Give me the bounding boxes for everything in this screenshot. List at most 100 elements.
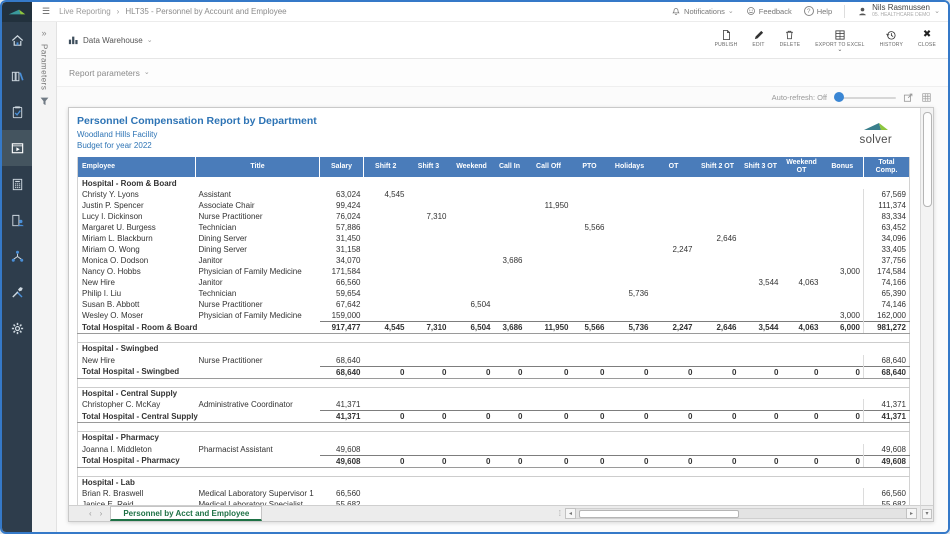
employee-row: Nancy O. HobbsPhysician of Family Medici… bbox=[78, 266, 910, 277]
value-cell bbox=[740, 222, 782, 233]
value-cell: 0 bbox=[526, 455, 572, 467]
row-label-cell: Christy Y. Lyons bbox=[78, 189, 196, 200]
value-cell bbox=[822, 200, 864, 211]
report-parameters-row: Report parameters ⌄ bbox=[57, 59, 948, 87]
value-cell bbox=[696, 277, 740, 288]
sidebar-item-documents[interactable] bbox=[2, 202, 32, 238]
value-cell bbox=[740, 266, 782, 277]
value-cell bbox=[450, 277, 494, 288]
value-cell bbox=[526, 244, 572, 255]
group-total-row: Total Hospital - Swingbed68,640000000000… bbox=[78, 366, 910, 378]
history-button[interactable]: HISTORY bbox=[880, 29, 903, 48]
sidebar-item-library[interactable] bbox=[2, 58, 32, 94]
tab-scroll-left-icon[interactable]: ‹ bbox=[89, 509, 92, 518]
report-table: EmployeeTitleSalaryShift 2Shift 3Weekend… bbox=[77, 157, 910, 505]
sidebar-item-settings[interactable] bbox=[2, 310, 32, 346]
value-cell: 0 bbox=[740, 366, 782, 378]
value-cell: 0 bbox=[782, 455, 822, 467]
group-name: Hospital - Swingbed bbox=[78, 343, 910, 355]
value-cell bbox=[196, 322, 320, 334]
value-cell: 0 bbox=[450, 411, 494, 423]
expand-panel-icon[interactable]: » bbox=[41, 28, 46, 38]
value-cell bbox=[364, 288, 408, 299]
value-cell bbox=[494, 211, 526, 222]
employee-row: Wesley O. MoserPhysician of Family Medic… bbox=[78, 310, 910, 322]
slider-knob[interactable] bbox=[834, 92, 844, 102]
group-gap-row bbox=[78, 423, 910, 432]
tab-bar-spacer bbox=[262, 506, 554, 521]
scroll-down-button[interactable]: ▾ bbox=[922, 509, 932, 519]
report-canvas: Personnel Compensation Report by Departm… bbox=[69, 108, 920, 505]
popout-icon[interactable] bbox=[903, 92, 914, 103]
sidebar-item-live-reporting[interactable] bbox=[2, 130, 32, 166]
sheet-tab[interactable]: Personnel by Acct and Employee bbox=[110, 506, 262, 521]
value-cell bbox=[652, 222, 696, 233]
value-cell bbox=[364, 222, 408, 233]
row-label-cell: Margaret U. Burgess bbox=[78, 222, 196, 233]
value-cell bbox=[408, 244, 450, 255]
value-cell bbox=[696, 266, 740, 277]
menu-icon[interactable]: ☰ bbox=[42, 6, 50, 17]
edit-button[interactable]: EDIT bbox=[752, 29, 764, 48]
user-menu[interactable]: Nils Rasmussen 05. Healthcare Demo ⌄ bbox=[857, 4, 940, 18]
employee-row: Miriam L. BlackburnDining Server31,4502,… bbox=[78, 233, 910, 244]
sidebar-item-tasks[interactable] bbox=[2, 94, 32, 130]
feedback-button[interactable]: Feedback bbox=[746, 6, 792, 16]
value-cell bbox=[494, 288, 526, 299]
auto-refresh-slider[interactable] bbox=[834, 93, 896, 101]
vertical-scrollbar[interactable] bbox=[920, 108, 933, 505]
group-name: Hospital - Room & Board bbox=[78, 177, 910, 189]
filter-icon[interactable] bbox=[39, 96, 50, 107]
horizontal-scrollbar-track[interactable] bbox=[576, 508, 906, 519]
value-cell: 67,642 bbox=[320, 299, 364, 310]
clipboard-check-icon bbox=[10, 105, 25, 120]
report-subtitle-budget: Budget for year 2022 bbox=[77, 141, 920, 150]
column-header: Shift 3 OT bbox=[740, 157, 782, 177]
value-cell: 0 bbox=[608, 411, 652, 423]
value-cell: 2,646 bbox=[696, 233, 740, 244]
value-cell: Technician bbox=[196, 288, 320, 299]
value-cell: Janitor bbox=[196, 277, 320, 288]
horizontal-scrollbar-thumb[interactable] bbox=[579, 510, 739, 518]
sidebar-item-workflow[interactable] bbox=[2, 238, 32, 274]
value-cell bbox=[782, 189, 822, 200]
value-cell bbox=[822, 222, 864, 233]
value-cell: 65,390 bbox=[864, 288, 910, 299]
splitter-handle-icon[interactable]: ⁞ bbox=[555, 509, 565, 518]
sidebar-item-budgeting[interactable] bbox=[2, 166, 32, 202]
value-cell: 174,584 bbox=[864, 266, 910, 277]
close-button[interactable]: ✖ CLOSE bbox=[918, 29, 936, 48]
group-header-row: Hospital - Room & Board bbox=[78, 177, 910, 189]
value-cell: 6,000 bbox=[822, 322, 864, 334]
value-cell bbox=[572, 189, 608, 200]
export-to-excel-button[interactable]: EXPORT TO EXCEL ⌄ bbox=[815, 29, 864, 52]
report-parameters-dropdown[interactable]: Report parameters ⌄ bbox=[69, 68, 150, 78]
value-cell: 66,560 bbox=[864, 488, 910, 499]
value-cell bbox=[652, 399, 696, 411]
action-label: DELETE bbox=[780, 42, 801, 48]
breadcrumb-section[interactable]: Live Reporting bbox=[59, 7, 111, 16]
group-header-row: Hospital - Central Supply bbox=[78, 387, 910, 399]
value-cell bbox=[740, 499, 782, 505]
value-cell bbox=[696, 310, 740, 322]
sidebar-item-home[interactable] bbox=[2, 22, 32, 58]
value-cell: 68,640 bbox=[320, 355, 364, 367]
tab-scroll-right-icon[interactable]: › bbox=[100, 509, 103, 518]
row-label-cell: Nancy O. Hobbs bbox=[78, 266, 196, 277]
app-logo[interactable] bbox=[2, 2, 32, 22]
help-button[interactable]: ? Help bbox=[804, 6, 832, 16]
scroll-right-button[interactable]: ▸ bbox=[906, 508, 917, 519]
chevron-down-icon[interactable]: ⌄ bbox=[837, 49, 842, 52]
data-source-dropdown[interactable]: Data Warehouse ⌄ bbox=[67, 34, 153, 46]
horizontal-scrollbar[interactable]: ◂ ▸ bbox=[565, 508, 917, 519]
grid-view-icon[interactable] bbox=[921, 92, 932, 103]
delete-button[interactable]: DELETE bbox=[780, 29, 801, 48]
notifications-menu[interactable]: Notifications ⌄ bbox=[671, 6, 734, 16]
publish-button[interactable]: PUBLISH bbox=[715, 29, 738, 48]
sidebar-item-tools[interactable] bbox=[2, 274, 32, 310]
value-cell bbox=[526, 277, 572, 288]
vertical-scrollbar-thumb[interactable] bbox=[923, 112, 932, 207]
value-cell bbox=[782, 266, 822, 277]
value-cell bbox=[822, 255, 864, 266]
scroll-left-button[interactable]: ◂ bbox=[565, 508, 576, 519]
